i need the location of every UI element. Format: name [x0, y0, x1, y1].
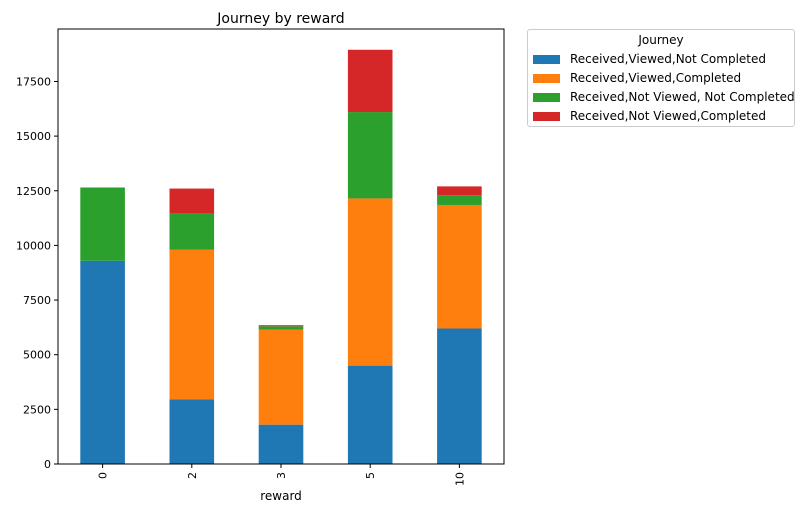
legend-label: Received,Not Viewed,Completed: [570, 109, 766, 123]
bar-segment-5-series-0: [347, 365, 393, 464]
legend-label: Received,Not Viewed, Not Completed: [570, 90, 795, 104]
bar-segment-2-series-3: [169, 188, 215, 214]
legend-label: Received,Viewed,Not Completed: [570, 52, 766, 66]
bar-segment-5-series-1: [347, 198, 393, 366]
y-tick-label: 12500: [16, 185, 51, 198]
bar-segment-3-series-1: [258, 329, 304, 425]
bar-segment-5-series-3: [347, 49, 393, 113]
bar-segment-3-series-3: [258, 325, 304, 327]
y-tick-label: 2500: [23, 403, 51, 416]
bar-segment-10-series-2: [437, 195, 482, 205]
bar-segment-10-series-1: [437, 204, 482, 329]
legend-label: Received,Viewed,Completed: [570, 71, 742, 85]
bar-segment-5-series-2: [347, 112, 393, 199]
bar-segment-3-series-2: [258, 326, 304, 330]
y-tick-label: 5000: [23, 349, 51, 362]
x-tick-label: 5: [364, 472, 377, 479]
legend: Journey Received,Viewed,Not Completed Rec…: [527, 29, 795, 127]
bar-segment-10-series-3: [437, 186, 482, 196]
bar-segment-0-series-2: [80, 187, 125, 261]
x-tick-label: 3: [275, 472, 288, 479]
chart-title: Journey by reward: [216, 11, 344, 27]
plot-area: 0 2500 5000 7500 10000 12500 15000 17500 0 2 3 5 10: [16, 28, 505, 486]
bar-segment-3-series-0: [258, 424, 304, 464]
y-tick-label: 10000: [16, 239, 51, 252]
x-tick-label: 10: [453, 472, 466, 486]
x-tick-label: 0: [97, 472, 110, 479]
bar-segment-10-series-0: [437, 328, 482, 464]
y-tick-label: 15000: [16, 130, 51, 143]
bar-segment-2-series-2: [169, 213, 215, 250]
legend-swatch: [533, 74, 560, 83]
x-tick-label: 2: [186, 472, 199, 479]
x-axis-label: reward: [260, 489, 302, 503]
legend-swatch: [533, 93, 560, 102]
bar-segment-2-series-1: [169, 249, 215, 400]
bar-segment-2-series-0: [169, 399, 215, 464]
y-tick-label: 17500: [16, 75, 51, 88]
legend-title: Journey: [638, 33, 684, 47]
bar-segment-0-series-0: [80, 260, 125, 464]
y-tick-label: 0: [44, 458, 51, 471]
legend-swatch: [533, 112, 560, 121]
legend-swatch: [533, 55, 560, 64]
y-tick-label: 7500: [23, 294, 51, 307]
